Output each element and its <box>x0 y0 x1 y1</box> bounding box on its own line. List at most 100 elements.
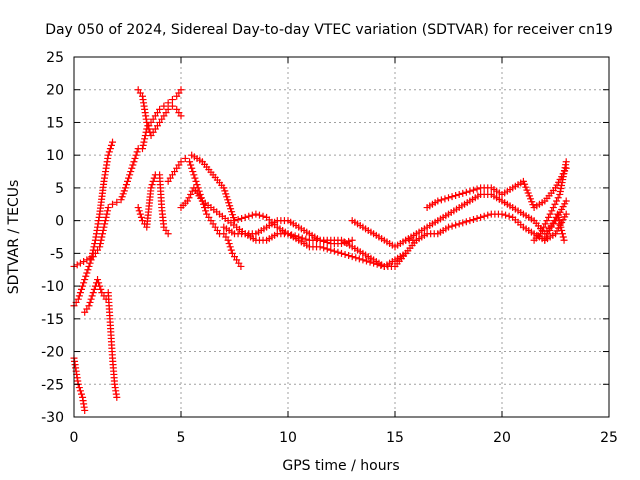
data-point-track-j <box>222 190 230 198</box>
y-tick-label: -5 <box>50 246 64 262</box>
data-point-track-a <box>160 102 168 110</box>
data-point-track-n <box>441 195 449 203</box>
data-point-track-c <box>97 285 105 293</box>
data-point-track-m <box>455 220 463 228</box>
data-point-track-f <box>143 118 151 126</box>
data-point-track-m <box>459 219 467 227</box>
data-point-track-b <box>90 243 98 251</box>
data-point-track-p <box>560 236 568 244</box>
x-axis-label: GPS time / hours <box>282 458 399 474</box>
data-point-track-b <box>86 259 94 267</box>
data-point-track-n <box>459 189 467 197</box>
data-point-track-h <box>193 181 201 189</box>
data-point-track-j <box>225 199 233 207</box>
data-point-track-a <box>130 158 138 166</box>
data-point-track-n <box>445 194 452 202</box>
data-point-track-b <box>106 145 114 153</box>
data-point-track-j <box>245 212 253 220</box>
data-point-track-b <box>75 292 83 300</box>
data-point-track-g <box>135 207 143 215</box>
data-point-track-j <box>229 211 237 219</box>
data-point-track-b <box>76 289 84 297</box>
y-tick-label: -10 <box>41 279 64 295</box>
data-point-track-m <box>448 222 456 230</box>
y-axis-label: SDTVAR / TECUs <box>6 180 22 295</box>
data-point-track-j <box>359 256 367 264</box>
data-point-track-o <box>545 213 553 221</box>
data-point-track-p <box>544 230 552 238</box>
data-point-track-c <box>90 285 98 293</box>
data-point-track-b <box>80 279 88 287</box>
data-point-track-i <box>183 197 191 205</box>
data-point-track-j <box>330 247 338 255</box>
data-point-track-f <box>177 112 185 120</box>
data-point-track-c <box>95 279 103 287</box>
data-point-track-b <box>89 246 97 254</box>
data-point-track-p <box>541 236 549 244</box>
y-tick-label: 15 <box>46 115 64 131</box>
data-point-track-p <box>557 223 565 231</box>
data-point-track-b <box>88 253 96 261</box>
data-point-track-a <box>104 204 112 212</box>
data-point-track-f <box>168 102 176 110</box>
data-point-track-h <box>227 246 235 254</box>
data-point-track-b <box>85 262 93 270</box>
data-point-track-m <box>462 218 470 226</box>
data-point-track-j <box>320 244 328 252</box>
data-point-track-g <box>148 181 156 189</box>
data-point-track-a <box>120 187 128 195</box>
data-point-track-c <box>86 298 94 306</box>
data-point-track-b <box>91 240 99 248</box>
data-point-track-n <box>452 192 460 200</box>
x-tick-label: 15 <box>386 430 404 446</box>
data-point-track-i <box>185 194 193 202</box>
grid <box>74 57 609 417</box>
data-point-track-f <box>144 122 152 130</box>
x-tick-label: 20 <box>493 430 511 446</box>
data-point-track-j <box>323 245 331 253</box>
data-point-track-p <box>556 220 564 228</box>
data-point-track-a <box>132 151 140 159</box>
data-point-track-l <box>562 197 570 205</box>
data-point-track-a <box>119 190 127 198</box>
data-point-track-j <box>221 187 229 195</box>
data-point-track-a <box>113 198 121 206</box>
data-point-track-j <box>230 214 238 222</box>
data-point-track-p <box>547 223 555 231</box>
data-point-track-o <box>551 200 559 208</box>
data-point-track-o <box>553 197 561 205</box>
data-point-track-a <box>124 177 131 185</box>
data-point-track-j <box>227 205 235 213</box>
data-point-track-m <box>505 212 513 220</box>
data-point-track-j <box>366 258 374 266</box>
data-point-track-a <box>98 233 106 241</box>
data-point-track-j <box>355 255 363 263</box>
data-point-track-j <box>348 253 356 261</box>
data-point-track-m <box>502 211 510 219</box>
data-point-track-g <box>137 213 145 221</box>
data-point-track-a <box>104 207 112 215</box>
data-points <box>70 86 570 414</box>
data-point-track-j <box>228 208 236 216</box>
data-point-track-b <box>107 141 115 149</box>
data-point-track-g <box>164 230 172 238</box>
data-point-track-h <box>201 204 209 212</box>
data-point-track-f <box>145 125 153 133</box>
data-point-track-a <box>102 213 110 221</box>
data-point-track-b <box>83 269 91 277</box>
data-point-track-o <box>562 158 570 166</box>
data-point-track-o <box>543 217 551 225</box>
data-point-track-c <box>89 289 97 297</box>
data-point-track-g <box>134 204 142 212</box>
data-point-track-f <box>164 105 172 113</box>
data-point-track-b <box>89 249 97 257</box>
data-point-track-j <box>238 214 246 222</box>
data-point-track-j <box>241 213 249 221</box>
data-point-track-e <box>113 393 121 401</box>
y-tick-label: 25 <box>46 50 64 66</box>
data-point-track-h <box>186 158 194 166</box>
data-point-track-a <box>127 168 135 176</box>
data-point-track-p <box>546 226 554 234</box>
data-point-track-h <box>187 161 195 169</box>
data-point-track-a <box>73 261 81 269</box>
